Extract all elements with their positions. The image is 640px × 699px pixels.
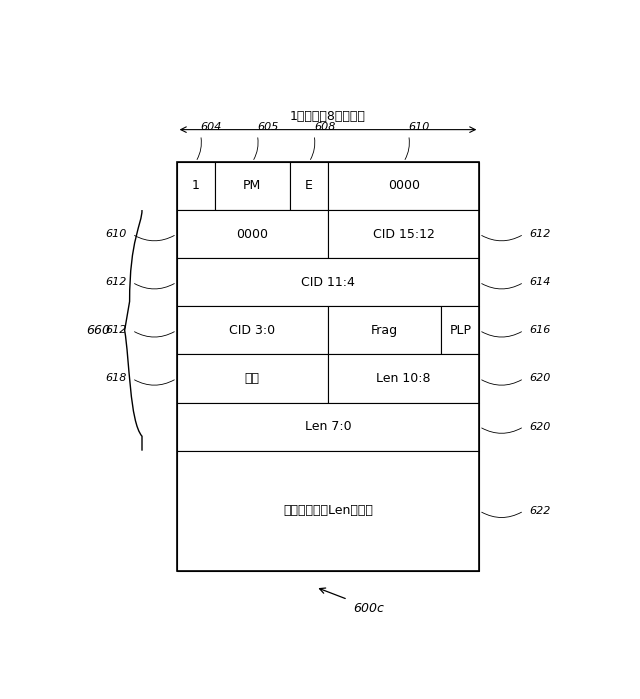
Text: 0000: 0000 [388, 180, 420, 192]
Text: 610: 610 [106, 229, 127, 239]
Text: PLP: PLP [449, 324, 472, 337]
Text: Frag: Frag [371, 324, 398, 337]
Bar [177, 258, 479, 306]
Bar [328, 162, 479, 210]
Bar [442, 306, 479, 354]
Bar [290, 162, 328, 210]
Text: PM: PM [243, 180, 262, 192]
Bar [214, 162, 290, 210]
Bar [177, 451, 479, 571]
Bar [177, 403, 479, 451]
Bar [177, 306, 328, 354]
Text: Len 10:8: Len 10:8 [376, 372, 431, 385]
Bar [328, 210, 479, 258]
Text: 保留: 保留 [245, 372, 260, 385]
Text: CID 3:0: CID 3:0 [229, 324, 275, 337]
Text: 618: 618 [106, 373, 127, 384]
Text: 604: 604 [200, 122, 222, 132]
Bar [177, 162, 214, 210]
Text: 608: 608 [314, 122, 335, 132]
Text: 0000: 0000 [236, 228, 268, 240]
Text: 616: 616 [529, 325, 550, 336]
Text: 622: 622 [529, 506, 550, 516]
Text: 605: 605 [257, 122, 278, 132]
Text: 660: 660 [86, 324, 110, 337]
Bar [177, 210, 328, 258]
Text: CID 15:12: CID 15:12 [372, 228, 435, 240]
Bar [328, 354, 479, 403]
Text: Len 7:0: Len 7:0 [305, 420, 351, 433]
Text: ペイロード－Lenバイト: ペイロード－Lenバイト [283, 504, 373, 517]
Text: E: E [305, 180, 313, 192]
Text: 1バイト（8ビット）: 1バイト（8ビット） [290, 110, 366, 123]
Text: 614: 614 [529, 278, 550, 287]
Bar [328, 306, 442, 354]
Text: 612: 612 [106, 325, 127, 336]
Text: CID 11:4: CID 11:4 [301, 275, 355, 289]
Bar [177, 354, 328, 403]
Bar [177, 162, 479, 571]
Text: 612: 612 [529, 229, 550, 239]
Text: 600c: 600c [353, 603, 383, 615]
Text: 612: 612 [106, 278, 127, 287]
Text: 610: 610 [408, 122, 430, 132]
Text: 620: 620 [529, 373, 550, 384]
Text: 1: 1 [192, 180, 200, 192]
Text: 620: 620 [529, 421, 550, 431]
